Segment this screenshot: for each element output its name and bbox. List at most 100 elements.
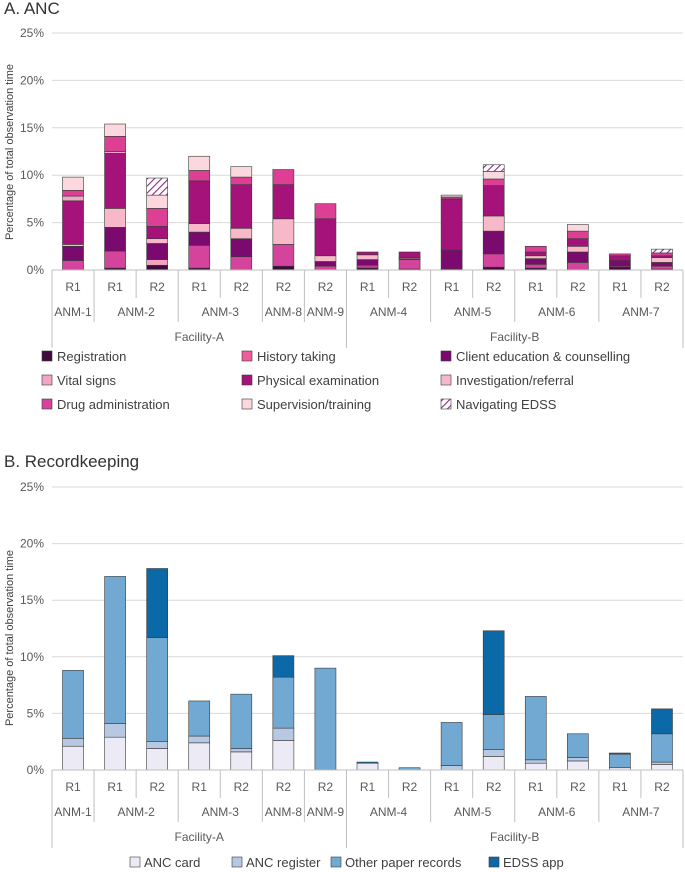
bar-segment-vital-signs bbox=[62, 195, 84, 202]
bar-segment-investigation-referral bbox=[651, 257, 673, 263]
bar-segment-drug-administration bbox=[567, 230, 589, 240]
legend-label: Navigating EDSS bbox=[456, 397, 557, 412]
bar-segment-anc-card bbox=[482, 756, 505, 771]
x-tick-label: R2 bbox=[234, 280, 250, 294]
bar-segment-supervision-training bbox=[104, 123, 126, 137]
bar-segment-anc-card bbox=[104, 736, 126, 771]
y-tick-label: 20% bbox=[20, 537, 44, 551]
chart-title: A. ANC bbox=[4, 0, 60, 18]
legend-swatch bbox=[330, 856, 342, 868]
bar-segment-client-education-counselling bbox=[230, 238, 253, 258]
y-tick-label: 0% bbox=[27, 763, 45, 777]
anm-label: ANM-1 bbox=[54, 305, 92, 319]
bar-segment-investigation-referral bbox=[314, 255, 337, 262]
bar-segment-physical-examination bbox=[146, 226, 168, 240]
legend-swatch bbox=[241, 350, 253, 362]
bar-segment-physical-examination bbox=[398, 251, 421, 258]
bar-segment-drug-administration bbox=[188, 245, 211, 269]
bar-segment-anc-card bbox=[230, 751, 253, 771]
legend-swatch bbox=[241, 374, 253, 386]
bar-segment-physical-examination bbox=[230, 184, 253, 229]
bar-segment-other-paper-records bbox=[609, 753, 631, 769]
bar-segment-drug-administration bbox=[62, 190, 84, 197]
bar-segment-edss-app bbox=[651, 708, 673, 735]
x-axis: R1 R1 R2 R1 R2 R2 R2 R1 R2 R1 R2 R1 R2 R1 R2 ANM-1 ANM-2… bbox=[51, 769, 684, 848]
legend-label: Vital signs bbox=[57, 373, 117, 388]
x-tick-label: R1 bbox=[444, 280, 460, 294]
x-tick-label: R1 bbox=[444, 780, 460, 794]
legend: Registration History taking Client educati… bbox=[41, 349, 630, 412]
y-tick-labels: 0% 5% 10% 15% 20% 25% bbox=[20, 480, 44, 777]
legend-label: EDSS app bbox=[503, 855, 564, 870]
bar-segment-drug-administration bbox=[524, 264, 547, 269]
bar-segment-other-paper-records bbox=[651, 733, 673, 763]
x-tick-label: R1 bbox=[612, 780, 628, 794]
bar-segment-supervision-training bbox=[188, 155, 211, 171]
x-tick-label: R1 bbox=[65, 780, 81, 794]
legend-label: ANC card bbox=[144, 855, 200, 870]
bar-segment-drug-administration bbox=[188, 170, 211, 182]
legend-swatch bbox=[231, 856, 243, 868]
bar-segment-drug-administration bbox=[146, 208, 168, 227]
bar-segment-investigation-referral bbox=[146, 238, 168, 244]
bar-segment-physical-examination bbox=[62, 200, 84, 245]
bar-segment-physical-examination bbox=[609, 255, 631, 261]
anm-label: ANM-1 bbox=[54, 805, 92, 819]
y-tick-label: 0% bbox=[27, 263, 45, 277]
legend-label: History taking bbox=[257, 349, 336, 364]
legend-label: Investigation/referral bbox=[456, 373, 574, 388]
y-tick-label: 10% bbox=[20, 650, 44, 664]
bar-segment-physical-examination bbox=[356, 251, 379, 256]
bar-segment-drug-administration bbox=[524, 246, 547, 253]
bar-segment-drug-administration bbox=[230, 176, 253, 185]
anm-label: ANM-6 bbox=[538, 805, 576, 819]
bar-segment-edss-app bbox=[272, 655, 295, 678]
x-tick-label: R2 bbox=[654, 780, 670, 794]
bar-segment-anc-card bbox=[146, 748, 168, 771]
bar-segment-anc-register bbox=[524, 759, 547, 764]
bar-segment-anc-register bbox=[188, 735, 211, 744]
bar-segment-drug-administration bbox=[609, 253, 631, 257]
anm-label: ANM-8 bbox=[265, 805, 303, 819]
bar-segment-other-paper-records bbox=[104, 576, 126, 724]
bar-segment-other-paper-records bbox=[272, 676, 295, 729]
bar-segment-registration bbox=[146, 264, 168, 271]
legend-swatch bbox=[440, 350, 452, 362]
bar-segment-client-education-counselling bbox=[567, 251, 589, 263]
bar-segment-anc-register bbox=[104, 723, 126, 738]
bars bbox=[62, 568, 673, 771]
bar-segment-client-education-counselling bbox=[524, 258, 547, 265]
bar-segment-anc-register bbox=[146, 741, 168, 749]
legend: ANC card ANC register Other paper records E… bbox=[129, 855, 564, 870]
anm-label: ANM-7 bbox=[622, 305, 660, 319]
bar-segment-supervision-training bbox=[482, 171, 505, 180]
legend-swatch bbox=[41, 398, 53, 410]
x-tick-label: R1 bbox=[107, 280, 123, 294]
y-tick-labels: 0% 5% 10% 15% 20% 25% bbox=[20, 26, 44, 277]
x-tick-label: R2 bbox=[570, 280, 586, 294]
bar-segment-supervision-training bbox=[62, 176, 84, 191]
bar-segment-physical-examination bbox=[314, 218, 337, 257]
legend-label: Drug administration bbox=[57, 397, 170, 412]
bar-segment-anc-register bbox=[272, 727, 295, 741]
facility-label: Facility-B bbox=[490, 830, 539, 844]
x-tick-label: R2 bbox=[276, 280, 292, 294]
x-tick-label: R2 bbox=[318, 780, 334, 794]
anm-label: ANM-9 bbox=[307, 305, 345, 319]
chart-title: B. Recordkeeping bbox=[4, 452, 139, 471]
bar-segment-drug-administration bbox=[398, 259, 421, 270]
panel-recordkeeping: B. Recordkeeping Percentage of total obs… bbox=[4, 452, 684, 870]
x-tick-label: R1 bbox=[528, 780, 544, 794]
bar-segment-physical-examination bbox=[482, 185, 505, 217]
bar-segment-anc-register bbox=[482, 749, 505, 757]
bar-segment-drug-administration bbox=[314, 265, 337, 271]
legend-label: Supervision/training bbox=[257, 397, 371, 412]
bar-segment-client-education-counselling bbox=[651, 262, 673, 267]
bar-segment-client-education-counselling bbox=[314, 261, 337, 267]
bar-segment-supervision-training bbox=[440, 194, 463, 198]
legend-swatch bbox=[129, 856, 141, 868]
bar-segment-investigation-referral bbox=[104, 208, 126, 228]
x-axis: R1 R1 R2 R1 R2 R2 R2 R1 R2 R1 R2 R1 R2 R1 R2 ANM-1 ANM-2… bbox=[51, 269, 684, 348]
bar-segment-drug-administration bbox=[482, 178, 505, 186]
